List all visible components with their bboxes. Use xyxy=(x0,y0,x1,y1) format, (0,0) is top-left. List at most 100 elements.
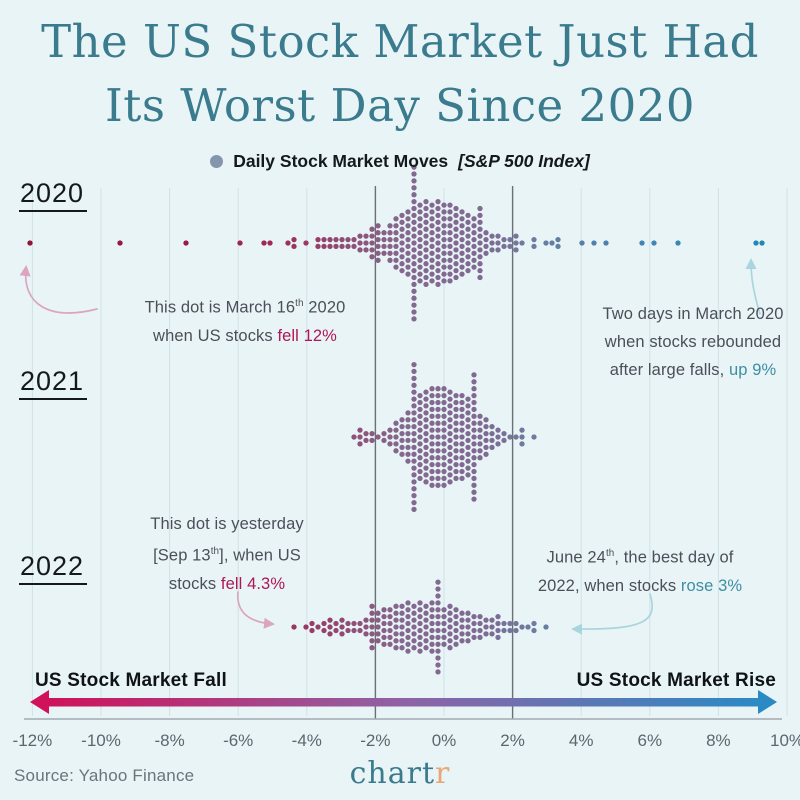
data-dot xyxy=(465,226,471,232)
data-dot xyxy=(351,627,357,634)
data-dot xyxy=(423,247,429,253)
data-dot xyxy=(441,413,447,419)
data-dot xyxy=(411,205,417,212)
data-dot xyxy=(429,257,435,263)
data-dot xyxy=(375,230,381,236)
data-dot xyxy=(435,475,441,482)
data-dot xyxy=(417,413,423,419)
superscript: th xyxy=(295,298,304,309)
data-dot xyxy=(423,254,429,260)
data-dot xyxy=(429,641,435,647)
data-dot xyxy=(423,219,429,225)
data-dot xyxy=(459,264,465,270)
data-dot xyxy=(417,641,423,647)
data-dot xyxy=(477,267,483,274)
data-dot xyxy=(489,624,495,630)
data-dot xyxy=(411,171,417,177)
data-dot xyxy=(471,264,477,270)
data-dot xyxy=(429,461,435,468)
data-dot xyxy=(447,465,453,471)
data-dot xyxy=(417,202,423,208)
data-dot xyxy=(489,240,495,246)
data-dot xyxy=(417,613,423,620)
data-dot xyxy=(465,212,471,219)
data-dot xyxy=(417,627,423,634)
data-dot xyxy=(489,437,495,444)
data-dot xyxy=(393,603,399,609)
axis-tick-label: -6% xyxy=(223,731,254,750)
data-dot xyxy=(399,240,405,246)
data-dot xyxy=(435,406,441,413)
data-dot xyxy=(369,645,375,651)
data-dot xyxy=(411,437,417,444)
data-dot xyxy=(321,236,327,243)
data-dot xyxy=(471,223,477,229)
data-dot xyxy=(369,603,375,609)
data-dot xyxy=(405,423,411,430)
data-dot xyxy=(435,620,441,627)
data-dot xyxy=(459,631,465,637)
data-dot xyxy=(435,579,441,585)
data-dot xyxy=(441,209,447,215)
data-dot xyxy=(417,399,423,406)
data-dot xyxy=(387,427,393,433)
data-dot xyxy=(393,631,399,637)
data-dot xyxy=(471,620,477,627)
data-dot xyxy=(327,243,333,250)
axis-tick-label: 0% xyxy=(431,731,457,750)
data-dot xyxy=(423,396,429,402)
data-dot xyxy=(423,198,429,205)
data-dot xyxy=(453,634,459,641)
data-dot xyxy=(393,264,399,270)
data-dot xyxy=(471,634,477,641)
page-title: The US Stock Market Just Had Its Worst D… xyxy=(0,10,800,138)
data-dot xyxy=(27,240,33,246)
data-dot xyxy=(405,430,411,437)
data-dot xyxy=(411,624,417,630)
data-dot xyxy=(465,638,471,644)
data-dot xyxy=(399,254,405,260)
fall-rise-gradient-arrow xyxy=(30,690,777,714)
data-dot xyxy=(363,233,369,239)
data-dot xyxy=(459,638,465,644)
data-dot xyxy=(411,185,417,191)
data-dot xyxy=(423,261,429,267)
data-dot xyxy=(513,240,519,246)
data-dot xyxy=(453,274,459,281)
data-dot xyxy=(459,617,465,623)
data-dot xyxy=(381,607,387,613)
data-dot xyxy=(495,627,501,634)
annotation-arrows xyxy=(19,258,761,635)
data-dot xyxy=(405,271,411,277)
annotation-text: June 24 xyxy=(546,548,606,567)
data-dot xyxy=(429,236,435,243)
data-dot xyxy=(315,236,321,243)
data-dot xyxy=(435,212,441,219)
annotation-text: Two days in March 2020 xyxy=(602,305,784,323)
data-dot xyxy=(435,634,441,641)
data-dot xyxy=(405,444,411,451)
data-dot xyxy=(519,240,525,246)
data-dot xyxy=(435,281,441,288)
data-dot xyxy=(393,434,399,440)
data-dot xyxy=(447,243,453,250)
data-dot xyxy=(531,620,537,627)
data-dot xyxy=(423,479,429,485)
data-dot xyxy=(405,451,411,457)
data-dot xyxy=(477,448,483,454)
data-dot xyxy=(429,441,435,447)
data-dot xyxy=(435,593,441,599)
data-dot xyxy=(459,448,465,454)
data-dot xyxy=(369,226,375,232)
data-dot xyxy=(399,444,405,451)
data-dot xyxy=(393,645,399,651)
axis-tick-label: -10% xyxy=(81,731,121,750)
data-dot xyxy=(411,423,417,430)
data-dot xyxy=(477,219,483,225)
data-dot xyxy=(411,361,417,368)
data-dot xyxy=(357,247,363,253)
data-dot xyxy=(405,257,411,263)
data-dot xyxy=(285,240,291,246)
data-dot xyxy=(471,461,477,468)
